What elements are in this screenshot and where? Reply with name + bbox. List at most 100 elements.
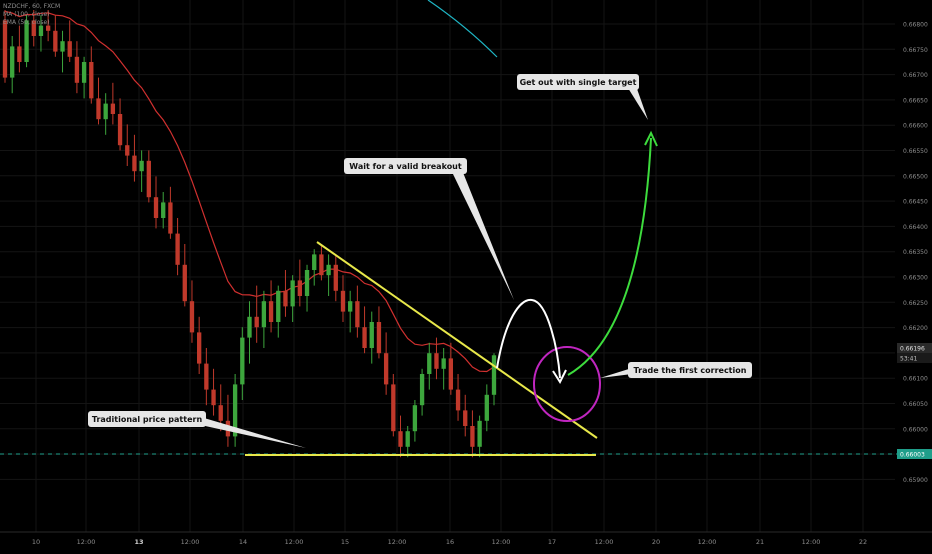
time-tick-label: 12:00 bbox=[181, 538, 200, 546]
candle-body bbox=[434, 353, 439, 369]
candle-body bbox=[161, 202, 166, 218]
price-tick-label: 0.65900 bbox=[903, 477, 928, 484]
candle-body bbox=[53, 30, 58, 52]
candle-body bbox=[45, 25, 51, 31]
candle-body bbox=[441, 358, 446, 369]
time-tick-label: 12:00 bbox=[492, 538, 511, 546]
candle-body bbox=[89, 62, 94, 99]
candle-body bbox=[67, 41, 72, 57]
candle-body bbox=[491, 355, 497, 395]
candle-body bbox=[470, 426, 475, 447]
callout-pattern-tail bbox=[196, 418, 306, 448]
candle-body bbox=[340, 290, 346, 312]
countdown-label: 53:41 bbox=[900, 356, 917, 363]
candle-body bbox=[182, 264, 187, 302]
candle-body bbox=[427, 353, 432, 374]
callout-correction-tail bbox=[600, 368, 632, 378]
candle-body bbox=[254, 316, 259, 328]
support-price-label-bg bbox=[897, 449, 932, 459]
candle-body bbox=[312, 254, 317, 270]
candle-body bbox=[398, 431, 403, 447]
candle-body bbox=[290, 280, 295, 307]
breakout-arrow[interactable] bbox=[496, 298, 561, 379]
candle-body bbox=[463, 410, 468, 426]
candle-body bbox=[110, 103, 116, 114]
callout-target-box bbox=[517, 74, 639, 90]
time-tick-label: 12:00 bbox=[698, 538, 717, 546]
candle-body bbox=[268, 301, 274, 322]
callout-target[interactable]: Get out with single target bbox=[517, 74, 648, 120]
candle-body bbox=[319, 254, 324, 276]
callout-breakout-text: Wait for a valid breakout bbox=[349, 162, 462, 171]
time-tick-label: 12:00 bbox=[595, 538, 614, 546]
candle-body bbox=[477, 420, 482, 447]
price-axis[interactable]: 0.66800 0.66750 0.66700 0.66650 0.66600 0.665… bbox=[897, 22, 932, 484]
candle-body bbox=[448, 358, 454, 390]
candle-body bbox=[17, 46, 22, 62]
price-tick-label: 0.66350 bbox=[903, 249, 928, 256]
price-tick-label: 0.66000 bbox=[903, 426, 928, 433]
candle-body bbox=[2, 20, 8, 78]
resistance-trendline[interactable] bbox=[316, 241, 598, 439]
candle-body bbox=[211, 389, 216, 406]
callout-pattern[interactable]: Traditional price pattern bbox=[88, 411, 306, 448]
last-price-label: 0.66196 bbox=[900, 346, 925, 353]
candle-body bbox=[247, 316, 252, 338]
price-tick-label: 0.66500 bbox=[903, 173, 928, 180]
candle-body bbox=[304, 270, 310, 296]
candle-body bbox=[369, 322, 374, 348]
ema50-path bbox=[4, 10, 495, 373]
candle-body bbox=[333, 264, 338, 291]
candle-body bbox=[412, 405, 418, 432]
candle-body bbox=[24, 20, 29, 62]
legend-ma: MA (100, close) bbox=[3, 11, 50, 18]
candle-body bbox=[60, 41, 65, 52]
candle-body bbox=[38, 25, 44, 36]
time-tick-label: 17 bbox=[548, 538, 556, 546]
candle-body bbox=[362, 327, 367, 348]
target-arrow[interactable] bbox=[567, 137, 652, 376]
candle-body bbox=[419, 374, 425, 406]
candle-body bbox=[96, 98, 101, 120]
price-tick-label: 0.66100 bbox=[903, 376, 928, 383]
time-tick-label: 12:00 bbox=[388, 538, 407, 546]
candle-body bbox=[146, 160, 151, 198]
legend-symbol: NZDCHF, 60, FXCM bbox=[3, 3, 61, 10]
drawings[interactable]: Traditional price pattern Wait for a vali… bbox=[0, 74, 932, 456]
price-tick-label: 0.66650 bbox=[903, 97, 928, 104]
candle-body bbox=[117, 114, 123, 146]
callout-target-text: Get out with single target bbox=[520, 78, 637, 87]
time-tick-label: 15 bbox=[341, 538, 349, 546]
candle-body bbox=[153, 197, 159, 218]
candle-body bbox=[168, 202, 173, 234]
candle-body bbox=[276, 290, 281, 322]
callout-correction[interactable]: Trade the first correction bbox=[600, 362, 752, 378]
time-tick-label: 21 bbox=[756, 538, 764, 546]
candles bbox=[2, 10, 497, 458]
ma100-path bbox=[427, 0, 498, 58]
candle-body bbox=[283, 290, 288, 307]
time-tick-label: 13 bbox=[134, 538, 143, 546]
candle-body bbox=[405, 431, 410, 447]
candle-body bbox=[197, 332, 202, 364]
candle-body bbox=[355, 301, 360, 328]
price-tick-label: 0.66600 bbox=[903, 123, 928, 130]
callout-correction-text: Trade the first correction bbox=[634, 366, 747, 375]
callout-pattern-text: Traditional price pattern bbox=[92, 415, 203, 424]
price-tick-label: 0.66050 bbox=[903, 401, 928, 408]
time-tick-label: 22 bbox=[859, 538, 867, 546]
candle-body bbox=[240, 337, 245, 385]
candle-body bbox=[81, 62, 87, 83]
last-price-label-bg bbox=[897, 343, 932, 353]
price-tick-label: 0.66400 bbox=[903, 224, 928, 231]
correction-circle[interactable] bbox=[533, 346, 601, 422]
candle-body bbox=[204, 363, 209, 390]
time-tick-label: 12:00 bbox=[77, 538, 96, 546]
price-tick-label: 0.66550 bbox=[903, 148, 928, 155]
callout-breakout[interactable]: Wait for a valid breakout bbox=[344, 158, 514, 300]
time-axis[interactable]: 10 12:00 13 12:00 14 12:00 15 12:00 16 12:00 17 12:… bbox=[0, 531, 932, 546]
ema50-line bbox=[4, 10, 495, 373]
